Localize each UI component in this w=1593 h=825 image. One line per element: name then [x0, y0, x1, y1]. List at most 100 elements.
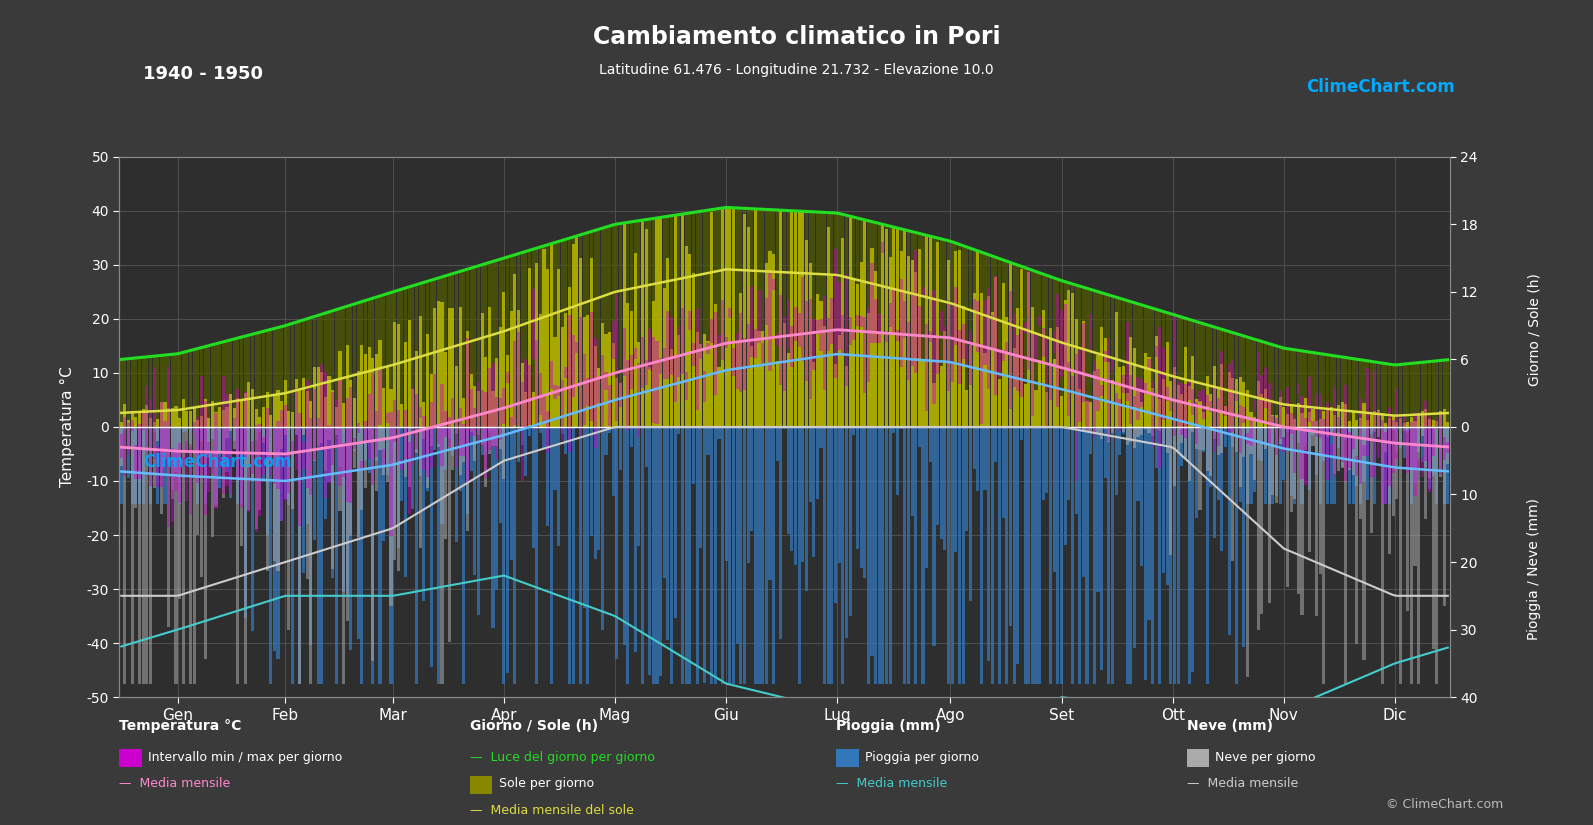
Bar [1161, 379, 1164, 427]
Bar [623, 328, 626, 375]
Bar [145, 357, 148, 427]
Bar [535, 248, 538, 427]
Bar [688, 254, 691, 427]
Bar [637, 363, 640, 437]
Bar [467, 427, 468, 515]
Bar [292, 441, 295, 451]
Bar [226, 427, 228, 473]
Bar [710, 210, 714, 427]
Bar [1059, 280, 1063, 427]
Bar [156, 427, 159, 504]
Bar [269, 415, 272, 427]
Bar [640, 427, 644, 684]
Bar [1147, 307, 1150, 427]
Bar [127, 420, 131, 427]
Bar [379, 340, 382, 427]
Bar [1223, 427, 1227, 447]
Bar [660, 358, 663, 374]
Bar [1254, 417, 1257, 427]
Bar [1144, 383, 1147, 394]
Bar [852, 280, 855, 427]
Bar [733, 348, 734, 375]
Bar [1305, 427, 1308, 450]
Bar [1118, 299, 1121, 427]
Bar [583, 427, 586, 608]
Bar [1020, 327, 1023, 397]
Bar [677, 214, 680, 427]
Bar [1351, 438, 1354, 449]
Bar [954, 243, 957, 427]
Bar [1413, 421, 1416, 427]
Bar [589, 232, 593, 427]
Bar [1166, 313, 1169, 427]
Bar [476, 427, 479, 435]
Bar [1333, 356, 1337, 427]
Bar [867, 307, 870, 381]
Bar [502, 258, 505, 427]
Bar [204, 346, 207, 427]
Bar [1254, 339, 1257, 427]
Bar [142, 427, 145, 504]
Bar [1402, 427, 1405, 458]
Bar [696, 212, 699, 427]
Bar [1070, 284, 1074, 427]
Bar [765, 427, 768, 684]
Bar [1384, 427, 1388, 451]
Bar [142, 357, 145, 427]
Bar [604, 334, 607, 427]
Bar [819, 318, 822, 351]
Bar [779, 210, 782, 427]
Bar [502, 427, 505, 478]
Bar [153, 422, 156, 427]
Bar [1421, 362, 1424, 427]
Bar [855, 218, 859, 427]
Bar [1169, 427, 1172, 554]
Bar [835, 249, 836, 378]
Bar [1356, 427, 1359, 644]
Bar [1027, 427, 1031, 684]
Bar [473, 427, 476, 575]
Bar [1446, 442, 1450, 453]
Bar [1177, 380, 1180, 426]
Bar [895, 228, 898, 427]
Bar [1413, 363, 1416, 427]
Bar [1169, 314, 1172, 427]
Bar [1381, 427, 1384, 684]
Bar [1333, 427, 1337, 474]
Bar [867, 427, 870, 684]
Bar [164, 402, 167, 427]
Bar [804, 240, 808, 427]
Bar [201, 427, 202, 441]
Text: —  Luce del giorno per giorno: — Luce del giorno per giorno [470, 751, 655, 764]
Bar [425, 427, 429, 491]
Bar [451, 427, 454, 456]
Bar [1045, 276, 1048, 427]
Bar [671, 318, 674, 375]
Bar [1305, 417, 1308, 485]
Bar [1435, 427, 1438, 504]
Bar [1286, 349, 1289, 427]
Bar [178, 417, 182, 427]
Bar [1104, 337, 1107, 427]
Bar [597, 229, 601, 427]
Bar [1024, 384, 1026, 427]
Bar [1180, 317, 1184, 427]
Bar [1402, 427, 1405, 431]
Bar [148, 417, 151, 427]
Bar [433, 308, 436, 427]
Bar [357, 422, 360, 433]
Bar [306, 380, 309, 488]
Bar [1381, 413, 1384, 427]
Bar [164, 355, 167, 427]
Bar [1399, 365, 1402, 427]
Bar [793, 211, 796, 427]
Bar [1376, 410, 1380, 427]
Bar [855, 427, 859, 549]
Bar [881, 427, 884, 684]
Bar [196, 348, 199, 427]
Bar [502, 427, 505, 684]
Bar [272, 427, 276, 651]
Bar [1238, 377, 1241, 427]
Bar [481, 265, 484, 427]
Bar [1198, 427, 1201, 510]
